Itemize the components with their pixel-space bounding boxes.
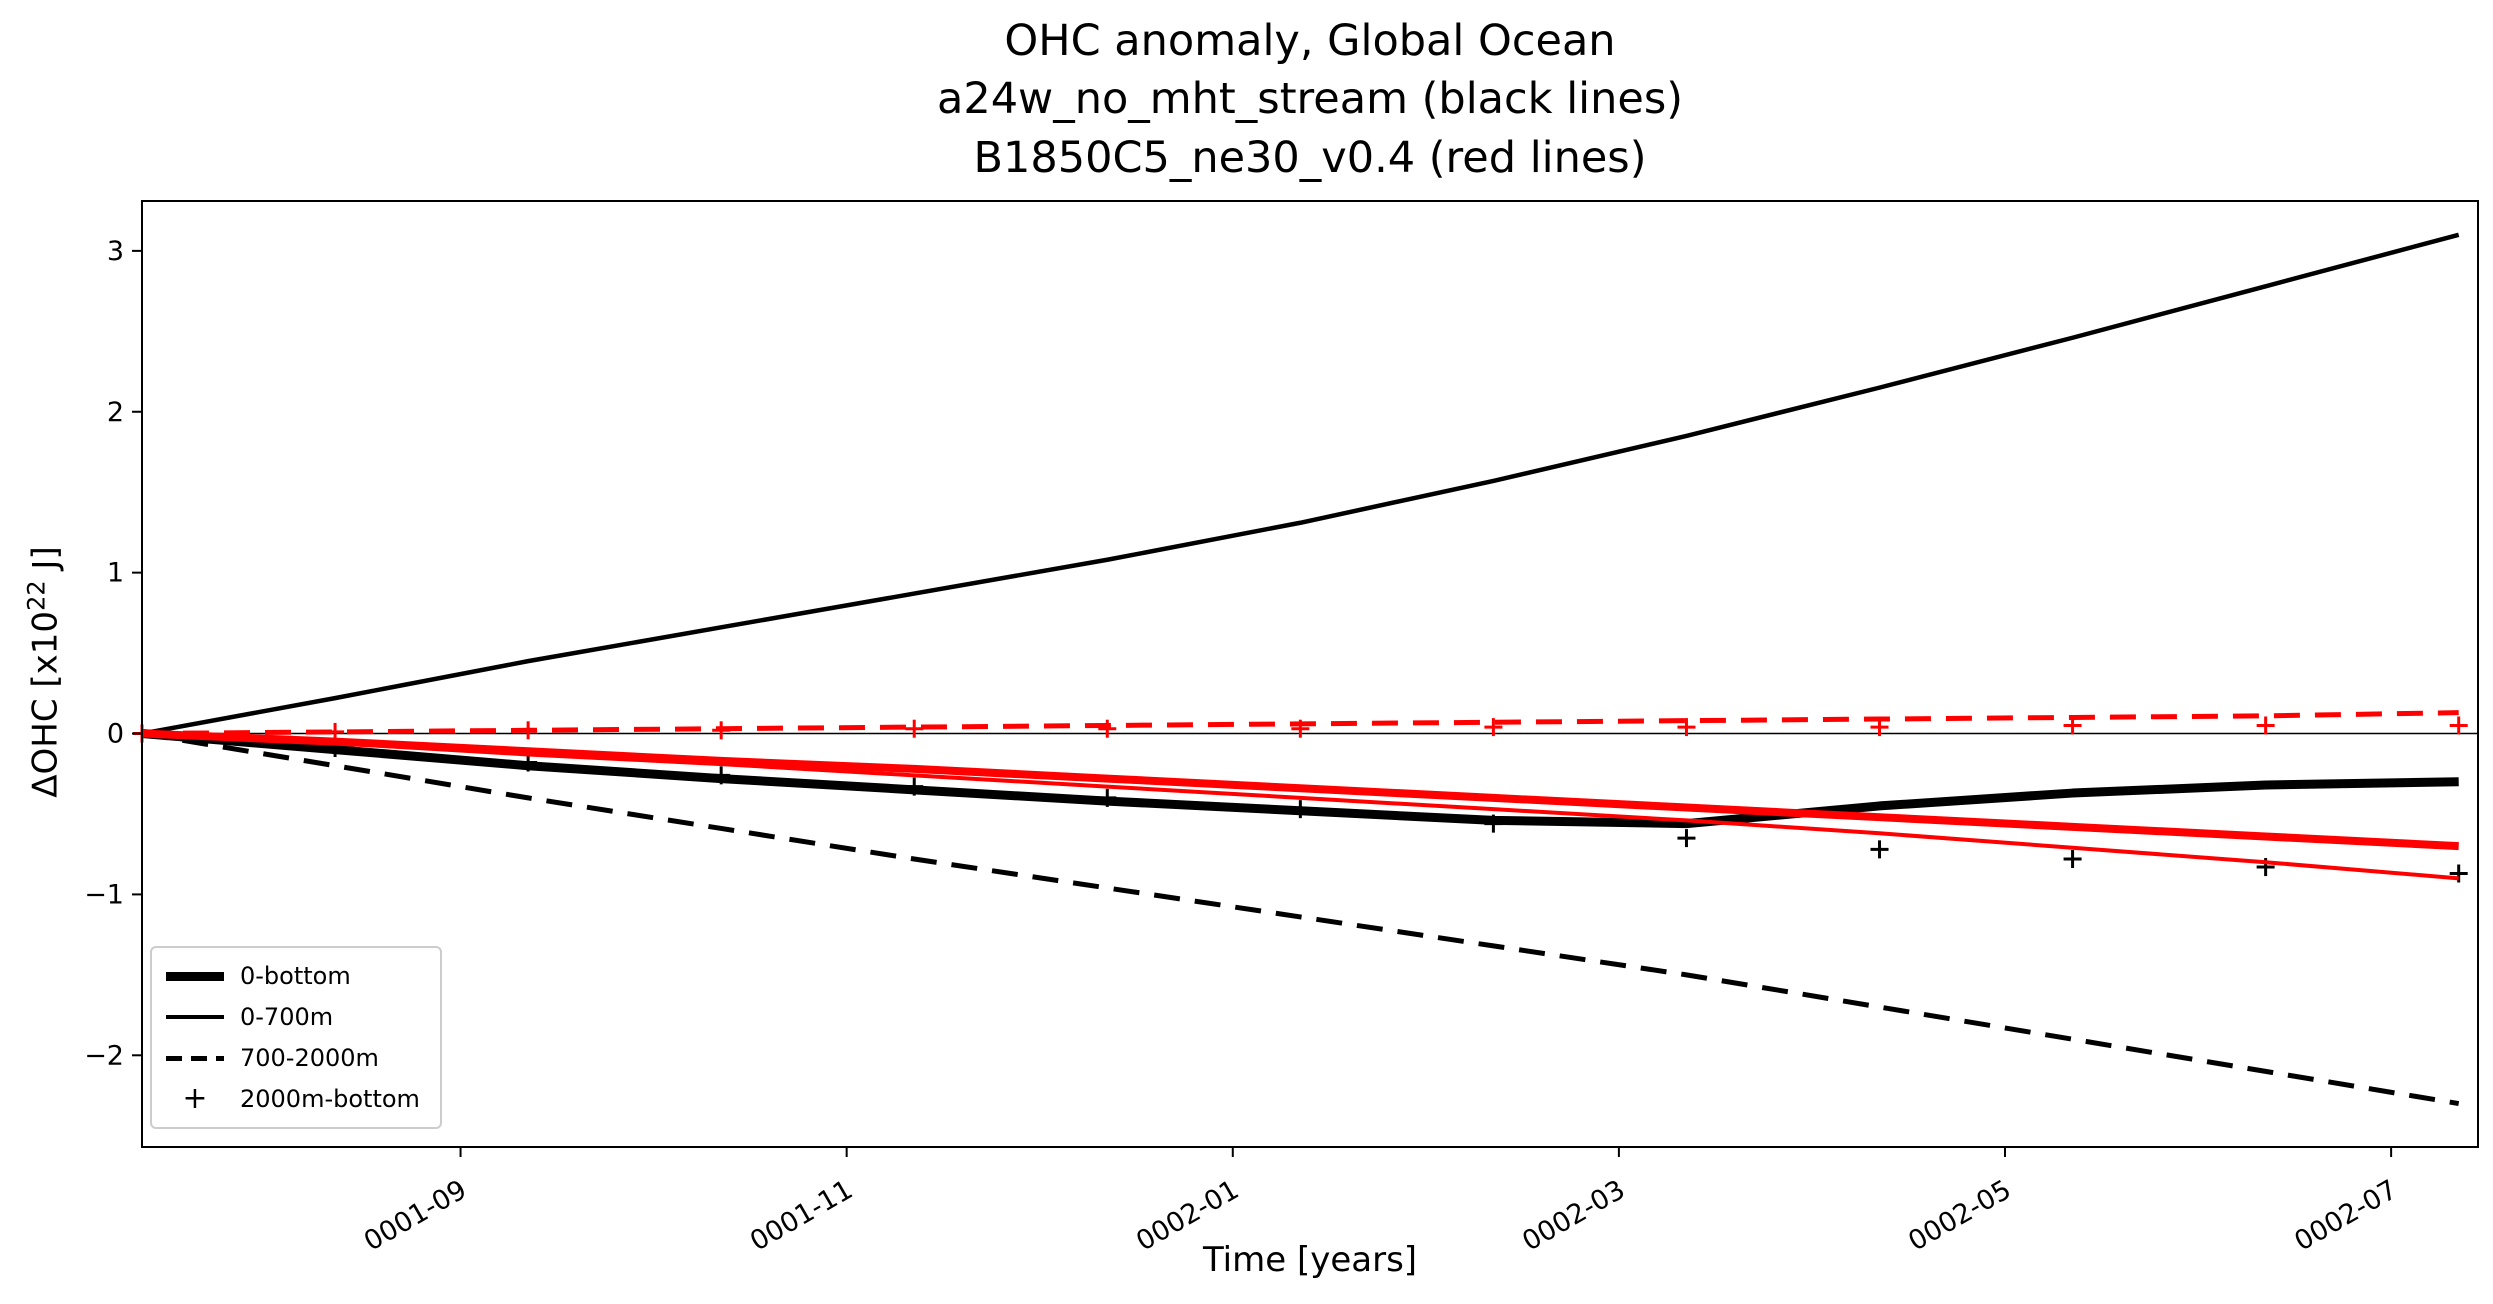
axes-frame <box>141 200 2479 1148</box>
y-tick-label: 2 <box>107 397 124 428</box>
legend-label: 2000m-bottom <box>240 1085 420 1113</box>
legend-row-0-bottom: 0-bottom <box>166 960 420 992</box>
chart-title-line-3: B1850C5_ne30_v0.4 (red lines) <box>973 132 1647 183</box>
legend: 0-bottom 0-700m 700-2000m + 2000m-bottom <box>150 946 442 1129</box>
thin-line-icon <box>166 1015 224 1019</box>
x-tick-label: 0001-09 <box>359 1174 472 1257</box>
y-tick-label: 0 <box>107 719 124 750</box>
chart-title-line-2: a24w_no_mht_stream (black lines) <box>936 74 1684 125</box>
x-axis-label: Time [years] <box>1202 1240 1418 1280</box>
x-tick-label: 0002-05 <box>1903 1174 2016 1257</box>
x-tick-label: 0002-07 <box>2289 1174 2402 1257</box>
black-0-700m-line <box>141 232 2460 736</box>
y-tick-label: −1 <box>84 879 124 910</box>
y-axis-label-exponent: 22 <box>22 580 51 611</box>
red-0-bottom-line <box>141 729 2459 851</box>
legend-row-0-700m: 0-700m <box>166 1001 420 1033</box>
red-0-700m-line <box>141 731 2459 881</box>
y-axis-label: ΔOHC [x1022 J] <box>22 546 65 797</box>
legend-label: 0-700m <box>240 1003 334 1031</box>
x-tick-label: 0002-03 <box>1517 1174 1630 1257</box>
legend-label: 0-bottom <box>240 962 351 990</box>
dashed-line-icon <box>166 1055 224 1061</box>
chart-title: OHC anomaly, Global Ocean a24w_no_mht_st… <box>937 12 1683 187</box>
x-tick-label: 0001-11 <box>745 1174 858 1257</box>
y-tick-label: −2 <box>84 1040 124 1071</box>
y-tick-label: 3 <box>107 236 124 267</box>
legend-row-700-2000m: 700-2000m <box>166 1042 420 1074</box>
legend-row-2000m-bottom: + 2000m-bottom <box>166 1083 420 1115</box>
y-axis-label-suffix: J] <box>25 546 66 581</box>
thick-line-icon <box>166 971 224 981</box>
y-tick-label: 1 <box>107 558 124 589</box>
y-axis-label-prefix: ΔOHC [x10 <box>25 610 66 798</box>
plus-marker-icon: + <box>182 1081 208 1116</box>
black-700-2000m-line <box>141 731 2460 1107</box>
legend-label: 700-2000m <box>240 1044 379 1072</box>
chart-title-line-1: OHC anomaly, Global Ocean <box>1004 16 1616 66</box>
